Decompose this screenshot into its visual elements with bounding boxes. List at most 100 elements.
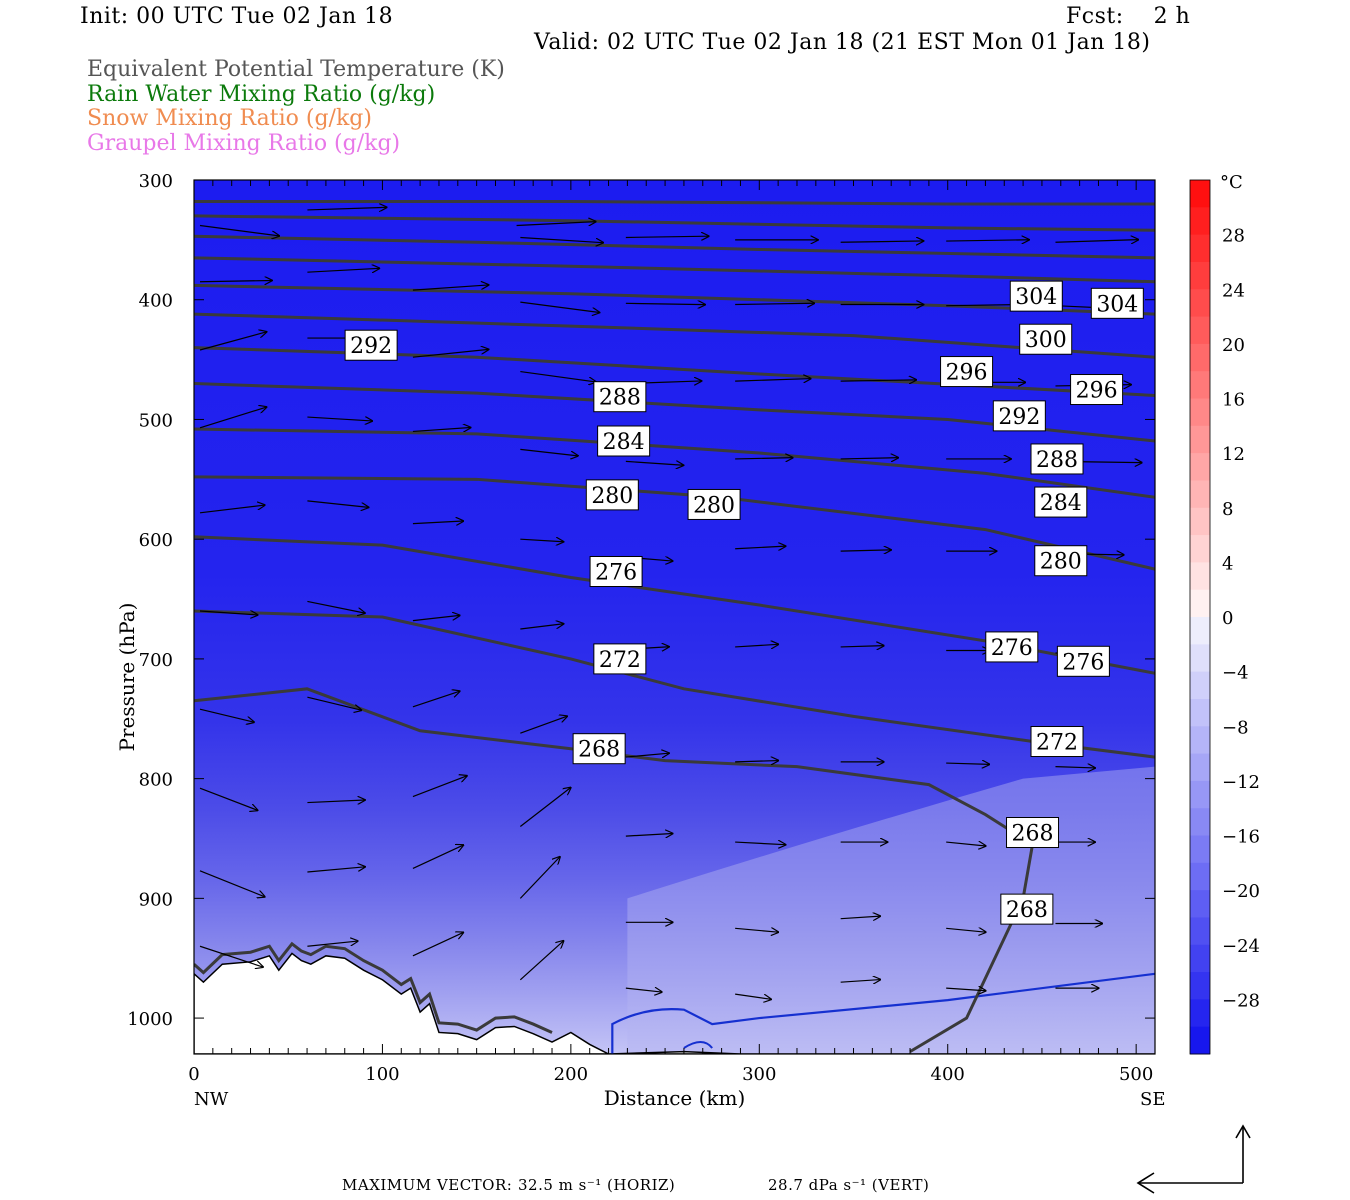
wind-vector (520, 624, 563, 630)
x-tick-label: 300 (742, 1064, 776, 1085)
wind-vector (735, 458, 793, 459)
colorbar-tick-label: 28 (1222, 226, 1245, 247)
colorbar-swatch (1190, 316, 1210, 345)
wind-vector (412, 521, 463, 524)
wind-vector (840, 646, 884, 647)
wind-vector (307, 600, 365, 613)
x-tick-label: 100 (365, 1064, 399, 1085)
y-tick-label: 900 (139, 889, 173, 910)
wind-vector (625, 988, 662, 992)
colorbar-swatch (1190, 425, 1210, 454)
colorbar-swatch (1190, 617, 1210, 645)
wind-vector (307, 500, 368, 508)
max-vector-prefix: MAXIMUM VECTOR: (342, 1176, 513, 1194)
colorbar-swatch (1190, 180, 1210, 208)
contour-label-box (589, 556, 643, 588)
blue-isotherm (611, 972, 1155, 1054)
wind-vector (946, 842, 986, 846)
contour-label-text: 272 (599, 648, 641, 673)
contour-label-box (585, 479, 639, 511)
contour-label: 304 (1009, 280, 1063, 312)
wind-vector (946, 988, 986, 991)
colorbar-swatch (1190, 780, 1210, 809)
y-axis-label: Pressure (hPa) (115, 603, 139, 752)
max-vector-vert: 28.7 dPa s⁻¹ (VERT) (768, 1176, 930, 1194)
contour-label-text: 304 (1015, 285, 1057, 310)
colorbar-swatch (1190, 644, 1210, 673)
contour-label-text: 268 (578, 738, 620, 763)
colorbar-tick-label: 20 (1222, 335, 1245, 356)
colorbar-swatch (1190, 343, 1210, 372)
wind-vector (412, 285, 489, 291)
colorbar-swatch (1190, 589, 1210, 618)
contour-label-text: 304 (1096, 292, 1138, 317)
terrain-surface (194, 952, 1155, 1054)
contour-labels: 304 304 300 296 296 292 292 288 288 284 284 280 280 2… (344, 280, 1144, 925)
wind-vector (735, 928, 778, 932)
x-tick-label: 500 (1119, 1064, 1153, 1085)
contour-label-box (1070, 374, 1124, 406)
colorbar-swatch (1190, 808, 1210, 836)
contour-label-box (572, 733, 626, 765)
contour-label-box (940, 356, 994, 388)
contour-label-box (1019, 323, 1073, 355)
x-axis-label: Distance (km) (604, 1086, 746, 1110)
colorbar-swatch (1190, 1026, 1210, 1055)
colorbar-swatch (1190, 835, 1210, 864)
contour-label-box (593, 643, 647, 675)
wind-vector (946, 928, 986, 932)
contour-label: 300 (1019, 323, 1073, 355)
wind-vector (199, 332, 267, 351)
wind-vector (735, 644, 778, 647)
wind-vector (625, 833, 673, 836)
wind-vector (199, 945, 263, 967)
wind-vector (412, 932, 463, 957)
wind-vector (307, 268, 379, 272)
wind-vector (840, 458, 899, 459)
wind-vector (1055, 767, 1095, 768)
contour-label-box (687, 488, 741, 520)
contour-label-text: 276 (1062, 650, 1104, 675)
colorbar-tick-label: −16 (1222, 827, 1260, 848)
wind-vector (199, 870, 265, 897)
theta-e-contour (194, 312, 1155, 359)
contour-label: 284 (1034, 486, 1088, 518)
wind-vector (946, 240, 1029, 241)
wind-vector (735, 993, 771, 999)
axes: 0 100 200 300 400 500 300 400 500 600 700 800 900 100… (115, 171, 1165, 1110)
wind-vector (520, 236, 603, 242)
colorbar-swatch (1190, 999, 1210, 1028)
theta-e-contour (194, 200, 1155, 206)
contour-label: 292 (344, 329, 398, 361)
wind-vector (519, 941, 563, 981)
wind-vector (520, 716, 567, 734)
x-tick-label: 400 (931, 1064, 965, 1085)
contour-label: 272 (593, 643, 647, 675)
legend-theta-e: Equivalent Potential Temperature (K) (87, 57, 505, 82)
colorbar-swatch (1190, 972, 1210, 1000)
contour-label-text: 276 (991, 636, 1033, 661)
y-tick-label: 1000 (127, 1009, 173, 1030)
blue-isotherm-small (683, 1041, 713, 1049)
wind-vector (625, 753, 669, 757)
contour-label-box (1000, 893, 1054, 925)
theta-e-contour (194, 941, 553, 1034)
colorbar-tick-label: −8 (1222, 717, 1249, 738)
contour-label-box (1034, 545, 1088, 577)
contour-label: 276 (1056, 645, 1110, 677)
wind-vector (735, 546, 785, 549)
contour-label-box (1009, 280, 1063, 312)
wind-vector (412, 776, 467, 798)
theta-e-contour (194, 234, 1155, 260)
x-tick-label: 0 (188, 1064, 199, 1085)
contour-label-box (992, 400, 1046, 432)
forecast-hour: Fcst: 2 h (1066, 4, 1191, 29)
colorbar-swatch (1190, 261, 1210, 290)
wind-vector (412, 615, 460, 622)
colorbar-swatch (1190, 890, 1210, 918)
colorbar-tick-label: −12 (1222, 772, 1260, 793)
wind-vector (199, 787, 258, 810)
terrain (194, 952, 1155, 1054)
contour-label-box (1006, 817, 1060, 849)
colorbar-tick-label: 8 (1222, 499, 1233, 520)
